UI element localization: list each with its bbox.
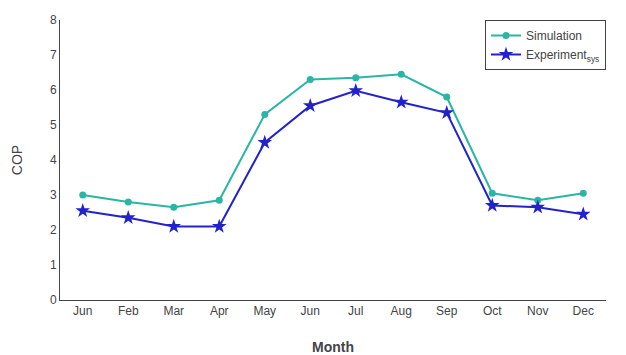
svg-text:7: 7: [50, 48, 57, 62]
svg-text:Experiment​sys​: Experiment​sys​: [526, 48, 599, 64]
svg-text:Sep: Sep: [436, 304, 458, 318]
svg-text:1: 1: [50, 258, 57, 272]
svg-text:Nov: Nov: [527, 304, 548, 318]
svg-text:Simulation: Simulation: [526, 29, 582, 43]
svg-text:Month: Month: [312, 339, 354, 355]
svg-text:Aug: Aug: [391, 304, 412, 318]
svg-text:Oct: Oct: [483, 304, 502, 318]
svg-text:COP: COP: [9, 145, 25, 175]
svg-text:0: 0: [50, 293, 57, 307]
svg-text:Apr: Apr: [210, 304, 229, 318]
svg-text:Dec: Dec: [573, 304, 594, 318]
svg-text:2: 2: [50, 223, 57, 237]
svg-text:Feb: Feb: [118, 304, 139, 318]
svg-text:5: 5: [50, 118, 57, 132]
svg-text:Jun: Jun: [301, 304, 320, 318]
svg-text:Jun: Jun: [73, 304, 92, 318]
svg-text:6: 6: [50, 83, 57, 97]
svg-text:8: 8: [50, 13, 57, 27]
svg-text:Jul: Jul: [348, 304, 363, 318]
svg-text:May: May: [253, 304, 276, 318]
svg-text:3: 3: [50, 188, 57, 202]
svg-text:4: 4: [50, 153, 57, 167]
svg-text:Mar: Mar: [163, 304, 184, 318]
